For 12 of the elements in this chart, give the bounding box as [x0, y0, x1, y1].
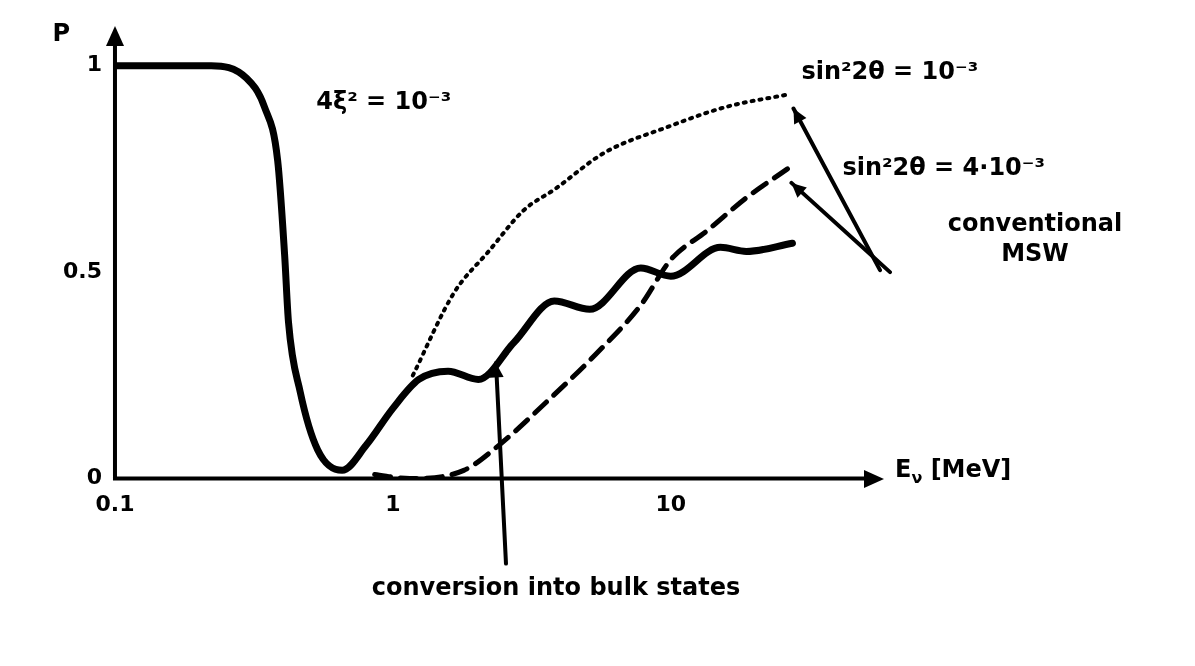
y-axis-title: P — [52, 19, 70, 48]
y-tick-label: 1 — [86, 51, 102, 77]
text: sin²2θ = 4·10⁻³ — [842, 153, 1045, 182]
y-tick-label: 0.5 — [62, 257, 102, 283]
series-label: sin²2θ = 10⁻³ — [801, 56, 979, 85]
series-label: 4ξ² = 10⁻³ — [316, 87, 452, 116]
annotation: conversion into bulk states — [371, 572, 741, 601]
x-tick-label: 0.1 — [95, 490, 135, 516]
y-tick-label: 0 — [86, 464, 102, 490]
text: conventional MSW — [947, 209, 1123, 268]
x-tick-label: 1 — [385, 490, 401, 516]
x-tick-label: 10 — [655, 490, 687, 516]
